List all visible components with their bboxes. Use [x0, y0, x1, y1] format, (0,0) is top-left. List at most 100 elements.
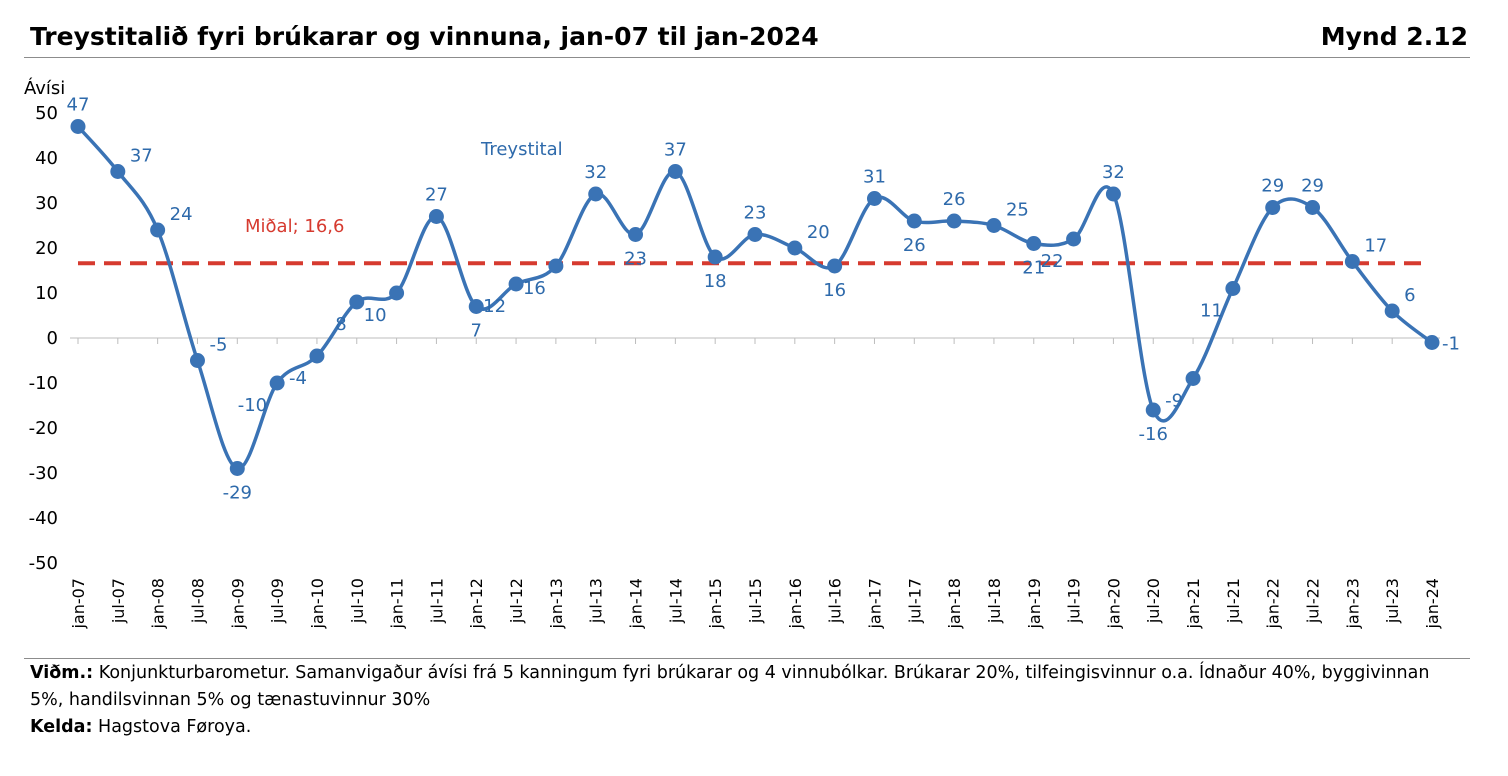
data-label: 12	[483, 296, 506, 317]
data-label: 18	[704, 271, 727, 292]
x-tick-label: jul-07	[109, 578, 128, 624]
x-tick-label: jan-14	[627, 578, 646, 630]
data-point	[1145, 402, 1161, 418]
data-label: 37	[130, 146, 153, 167]
series-layer: Treystital 47 37 24 -5 -29 -10 -4 8 10 27 712 16 32 23…	[67, 95, 1460, 504]
data-label: 10	[364, 305, 387, 326]
data-label: -4	[289, 368, 307, 389]
data-point	[747, 227, 763, 242]
x-tick-label: jan-15	[706, 578, 725, 630]
x-tick-label: jan-13	[547, 578, 566, 630]
footer-notes: Viðm.: Konjunkturbarometur. Samanvigaður…	[30, 660, 1430, 741]
data-point	[906, 213, 922, 229]
x-tick-label: jan-07	[69, 578, 88, 630]
x-tick-label: jan-22	[1264, 578, 1283, 630]
line-chart: Ávísi 50 40 30 20 10 0 -10 -20 -30 -40 -50 jan-07 jul…	[24, 77, 1460, 630]
y-tick-label: -10	[29, 373, 58, 394]
data-point	[548, 258, 564, 274]
y-tick-label: 50	[35, 103, 58, 124]
x-tick-label: jan-11	[388, 578, 407, 630]
y-tick-label: 20	[35, 238, 58, 259]
data-label: 25	[1006, 200, 1029, 221]
data-point	[1384, 303, 1400, 319]
y-tick-label: -40	[29, 508, 58, 529]
x-tick-label: jul-12	[507, 578, 526, 624]
x-tick-label: jul-20	[1144, 578, 1163, 624]
x-tick-label: jan-10	[308, 578, 327, 630]
data-point	[628, 227, 644, 242]
data-label: 27	[425, 185, 448, 206]
data-label: 16	[523, 278, 546, 299]
data-point	[827, 258, 843, 274]
data-label: 37	[664, 140, 687, 161]
data-point	[986, 218, 1002, 233]
chart-title: Treystitalið fyri brúkarar og vinnuna, j…	[30, 22, 819, 51]
data-label: 11	[1200, 301, 1223, 322]
data-point	[1424, 335, 1440, 350]
x-tick-label: jul-15	[746, 578, 765, 624]
data-point	[667, 164, 683, 179]
x-tick-label: jul-21	[1224, 578, 1243, 624]
data-point	[150, 222, 166, 238]
x-tick-label: jul-19	[1065, 578, 1084, 624]
data-point	[428, 209, 444, 224]
footer-note: Viðm.: Konjunkturbarometur. Samanvigaður…	[30, 660, 1430, 714]
data-point	[1185, 371, 1201, 386]
footer-rule	[24, 658, 1470, 659]
x-tick-label: jul-10	[348, 578, 367, 624]
x-tick-label: jul-14	[666, 578, 685, 624]
x-tick-label: jul-13	[587, 578, 606, 624]
data-label: -29	[223, 483, 252, 504]
data-label: 26	[943, 189, 966, 210]
data-point	[468, 299, 484, 314]
data-label: 23	[624, 249, 647, 270]
data-label: 24	[170, 204, 193, 225]
data-label: 31	[863, 167, 886, 188]
x-tick-label: jul-08	[188, 578, 207, 624]
data-point	[269, 375, 285, 391]
average-label: Miðal; 16,6	[245, 216, 344, 237]
x-tick-label: jan-21	[1184, 578, 1203, 630]
data-point	[1066, 231, 1082, 247]
note-text: Konjunkturbarometur. Samanvigaður ávísi …	[30, 663, 1430, 710]
data-label: 32	[1102, 162, 1125, 183]
y-tick-label: 30	[35, 193, 58, 214]
series-label: Treystital	[480, 139, 563, 160]
data-point	[1305, 200, 1321, 215]
data-label: 23	[744, 203, 767, 224]
data-label: 7	[471, 321, 482, 342]
x-tick-label: jan-24	[1423, 578, 1442, 630]
x-tick-label: jul-11	[427, 578, 446, 624]
data-label: -5	[209, 335, 227, 356]
data-label: 16	[823, 280, 846, 301]
x-tick-label: jan-08	[149, 578, 168, 630]
note-label: Viðm.:	[30, 663, 94, 683]
x-tick-label: jul-18	[985, 578, 1004, 624]
data-label: -16	[1139, 424, 1168, 445]
data-label: 29	[1301, 176, 1324, 197]
y-tick-label: 0	[47, 328, 58, 349]
data-point	[110, 164, 126, 179]
x-tick-label: jan-18	[945, 578, 964, 630]
data-point	[866, 191, 882, 206]
data-point	[1026, 236, 1042, 251]
data-label: 22	[1041, 251, 1064, 272]
x-tick-label: jan-16	[786, 578, 805, 630]
data-label: 6	[1404, 285, 1415, 306]
footer-source: Kelda: Hagstova Føroya.	[30, 714, 1430, 741]
data-label: 8	[335, 314, 346, 335]
x-tick-label: jan-17	[865, 578, 884, 630]
x-tick-label: jan-09	[228, 578, 247, 630]
data-point	[229, 461, 245, 476]
data-point	[1344, 254, 1360, 269]
data-label: 26	[903, 235, 926, 256]
chart-axes: Ávísi 50 40 30 20 10 0 -10 -20 -30 -40 -50 jan-07 jul…	[24, 77, 1442, 630]
figure-number: Mynd 2.12	[1320, 22, 1468, 51]
header-rule	[24, 57, 1470, 58]
x-tick-label: jan-23	[1343, 578, 1362, 630]
data-point	[349, 294, 365, 310]
data-label: 29	[1261, 176, 1284, 197]
x-tick-label: jul-22	[1304, 578, 1323, 624]
y-tick-label: -20	[29, 418, 58, 439]
x-tick-label: jul-17	[905, 578, 924, 624]
